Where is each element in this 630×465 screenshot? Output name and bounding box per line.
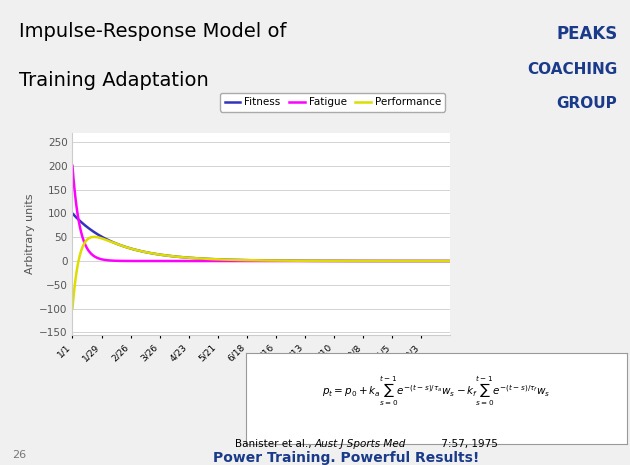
Performance — [220, 257, 228, 262]
Line: Performance: Performance — [72, 237, 450, 309]
Fatigue — [429, 258, 437, 264]
Fitness — [219, 257, 227, 262]
Text: 26: 26 — [13, 450, 26, 460]
Text: Impulse-Response Model of: Impulse-Response Model of — [19, 22, 287, 41]
Text: 7:57, 1975: 7:57, 1975 — [438, 439, 498, 449]
Performance — [173, 254, 181, 259]
Fatigue — [392, 258, 400, 264]
Line: Fitness: Fitness — [72, 213, 450, 261]
Y-axis label: Arbitrary units: Arbitrary units — [25, 193, 35, 274]
Line: Fatigue: Fatigue — [72, 166, 450, 261]
Text: Power Training. Powerful Results!: Power Training. Powerful Results! — [214, 451, 479, 465]
Fitness — [173, 254, 180, 259]
Text: Training Adaptation: Training Adaptation — [19, 72, 209, 91]
Performance — [394, 258, 401, 264]
Fatigue — [173, 258, 180, 264]
Performance — [430, 258, 438, 264]
Text: PEAKS: PEAKS — [556, 25, 617, 43]
Fitness — [149, 251, 156, 256]
Performance — [150, 251, 158, 256]
Fatigue — [219, 258, 227, 264]
Fatigue — [447, 258, 454, 264]
Legend: Fitness, Fatigue, Performance: Fitness, Fatigue, Performance — [220, 93, 445, 112]
Performance — [222, 257, 230, 262]
Fitness — [392, 258, 400, 264]
Fitness — [429, 258, 437, 264]
Performance — [91, 234, 98, 239]
Text: COACHING: COACHING — [527, 62, 617, 77]
Fatigue — [221, 258, 229, 264]
Text: GROUP: GROUP — [557, 96, 617, 111]
Fitness — [447, 258, 454, 264]
Fitness — [221, 257, 229, 262]
Performance — [69, 306, 76, 312]
Fatigue — [149, 258, 156, 264]
Performance — [447, 258, 454, 264]
Text: Banister et al.,: Banister et al., — [235, 439, 315, 449]
Fitness — [69, 211, 76, 216]
Text: Aust J Sports Med: Aust J Sports Med — [315, 439, 406, 449]
Fatigue — [69, 163, 76, 169]
Text: $p_t = p_0 + k_a \sum_{s=0}^{t-1} e^{-(t-s)/\tau_a} w_s - k_f \sum_{s=0}^{t-1} e: $p_t = p_0 + k_a \sum_{s=0}^{t-1} e^{-(t… — [323, 375, 551, 408]
